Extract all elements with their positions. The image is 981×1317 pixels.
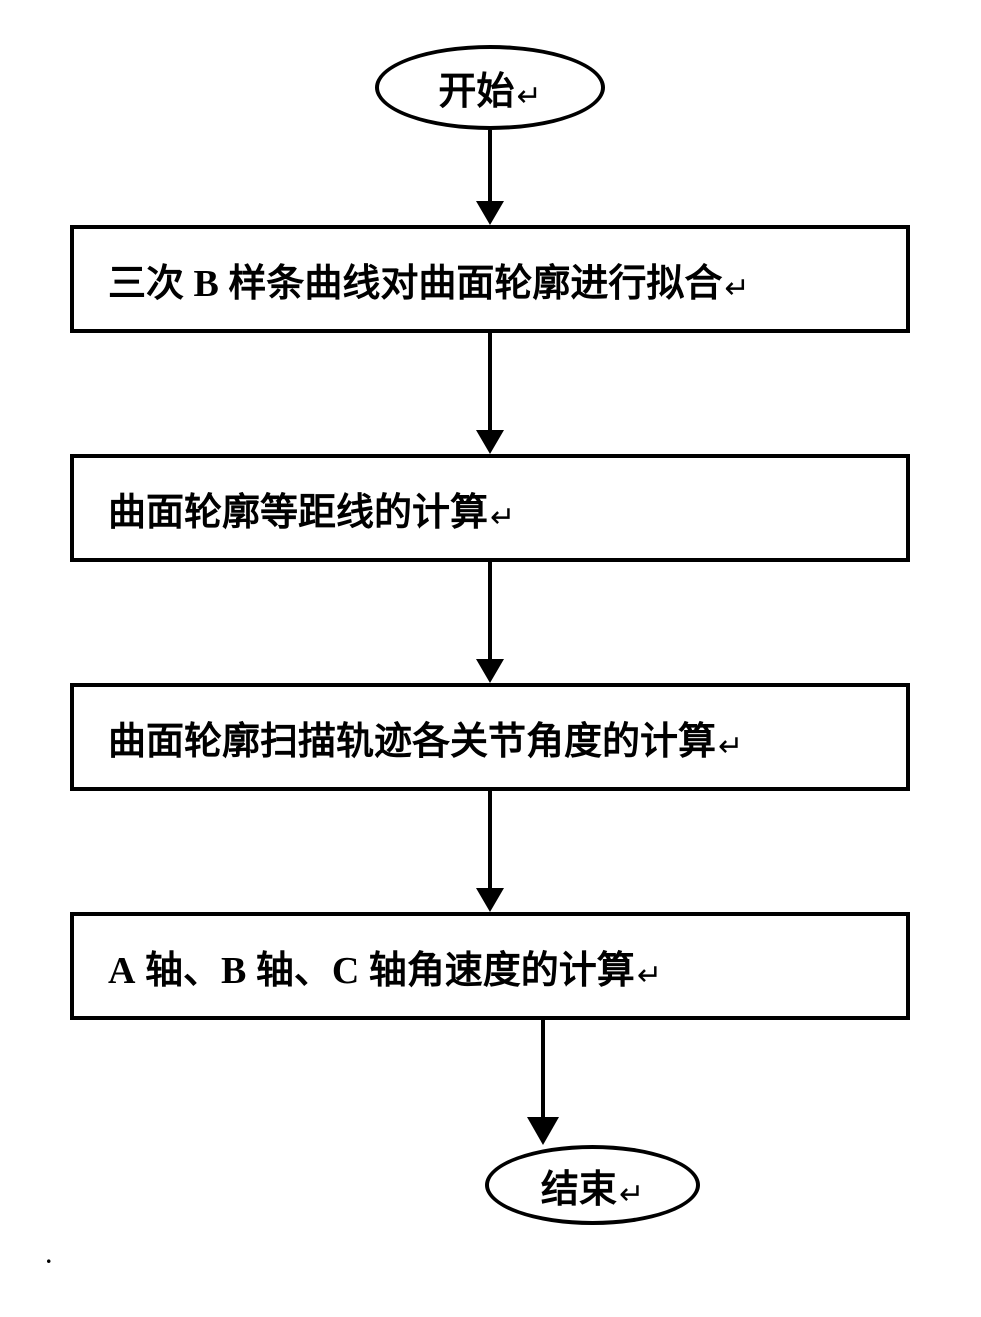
start-label: 开始↵ <box>438 60 541 115</box>
process-2-label: 曲面轮廓等距线的计算↵ <box>108 481 515 536</box>
process-step-2: 曲面轮廓等距线的计算↵ <box>70 454 910 562</box>
footer-dot: . <box>46 1243 52 1269</box>
arrow-head-icon <box>476 888 504 912</box>
crlf-icon: ↵ <box>619 1177 644 1212</box>
process-step-4: A 轴、B 轴、C 轴角速度的计算↵ <box>70 912 910 1020</box>
arrow-head-icon <box>476 430 504 454</box>
arrow-head-icon <box>527 1117 559 1145</box>
process-step-1: 三次 B 样条曲线对曲面轮廓进行拟合↵ <box>70 225 910 333</box>
arrow-3 <box>476 562 504 683</box>
end-terminal: 结束↵ <box>485 1145 700 1225</box>
arrow-2 <box>476 333 504 454</box>
arrow-shaft <box>488 791 492 889</box>
flowchart-container: 开始↵ 三次 B 样条曲线对曲面轮廓进行拟合↵ 曲面轮廓等距线的计算↵ 曲面轮廓… <box>70 45 910 1225</box>
end-label: 结束↵ <box>541 1158 644 1213</box>
arrow-shaft <box>488 562 492 660</box>
crlf-icon: ↵ <box>637 959 662 992</box>
arrow-5 <box>175 1020 910 1145</box>
crlf-icon: ↵ <box>490 501 515 534</box>
crlf-icon: ↵ <box>718 730 743 763</box>
arrow-4 <box>476 791 504 912</box>
process-1-label: 三次 B 样条曲线对曲面轮廓进行拟合↵ <box>108 252 750 307</box>
process-3-label: 曲面轮廓扫描轨迹各关节角度的计算↵ <box>108 710 743 765</box>
crlf-icon: ↵ <box>516 79 541 114</box>
arrow-shaft <box>488 130 492 202</box>
start-terminal: 开始↵ <box>375 45 605 130</box>
arrow-head-icon <box>476 201 504 225</box>
arrow-shaft <box>488 333 492 431</box>
arrow-shaft <box>541 1020 545 1118</box>
arrow-head-icon <box>476 659 504 683</box>
process-step-3: 曲面轮廓扫描轨迹各关节角度的计算↵ <box>70 683 910 791</box>
crlf-icon: ↵ <box>724 272 749 305</box>
process-4-label: A 轴、B 轴、C 轴角速度的计算↵ <box>108 939 662 994</box>
arrow-1 <box>476 130 504 225</box>
